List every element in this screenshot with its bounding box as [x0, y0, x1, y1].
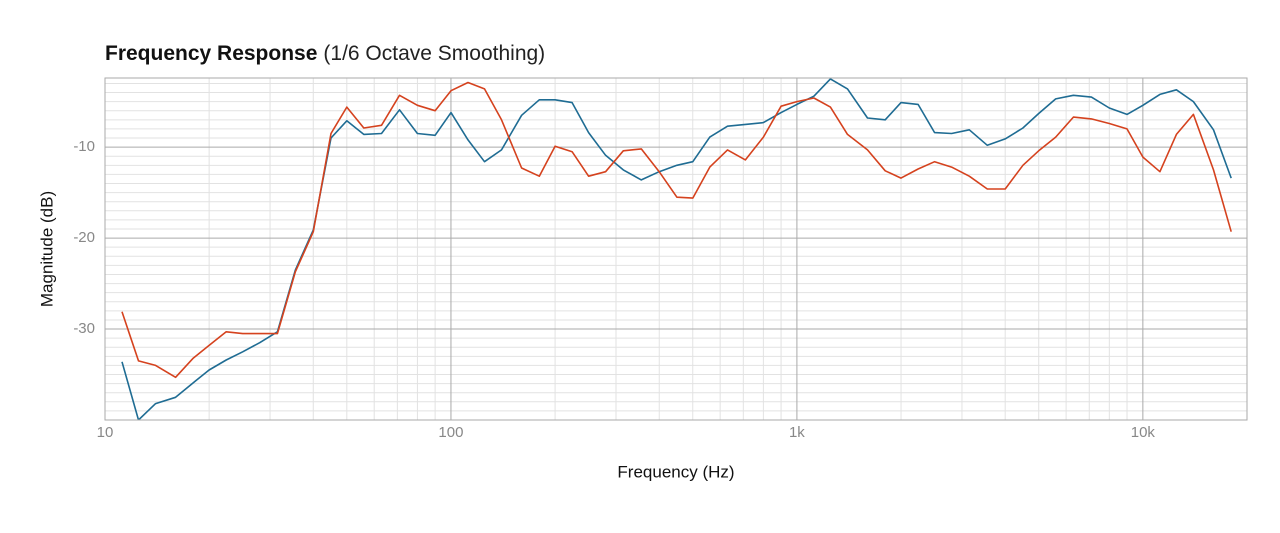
y-tick-label: -20	[73, 229, 95, 246]
y-axis-label: Magnitude (dB)	[37, 191, 56, 307]
chart-title: Frequency Response (1/6 Octave Smoothing)	[105, 42, 545, 65]
x-axis-label: Frequency (Hz)	[617, 462, 734, 481]
x-tick-label: 1k	[789, 424, 805, 441]
series-line	[121, 81, 1232, 379]
ticks: -30 -20 -10 10 100 1k 10k	[73, 138, 1155, 441]
x-tick-label: 10	[97, 424, 114, 441]
y-tick-label: -30	[73, 320, 95, 337]
y-tick-label: -10	[73, 138, 95, 155]
grid	[104, 78, 1247, 420]
x-tick-label: 10k	[1131, 424, 1156, 441]
title-main: Frequency Response	[105, 42, 317, 65]
plot-frame	[104, 77, 1248, 421]
series-line	[121, 78, 1232, 420]
lines	[121, 78, 1232, 420]
title-note: (1/6 Octave Smoothing)	[323, 42, 545, 65]
x-tick-label: 100	[438, 424, 463, 441]
